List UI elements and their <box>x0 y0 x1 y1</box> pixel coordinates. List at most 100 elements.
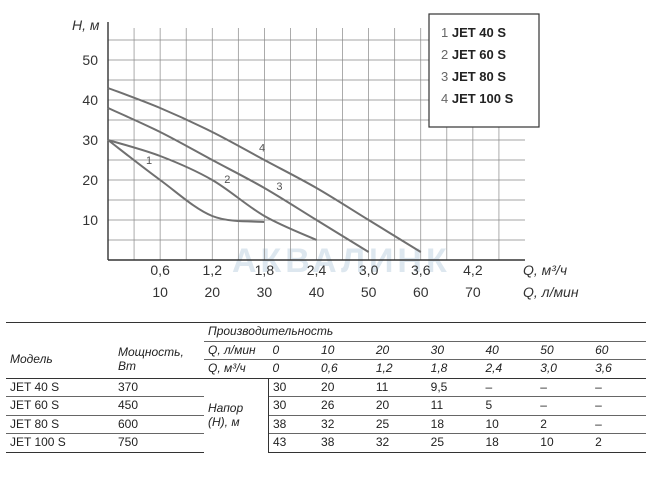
legend-number: 1 <box>441 25 452 40</box>
value-cell: 10 <box>536 433 592 453</box>
x-tick-labels: 0,6 10 1,2 20 1,8 30 2,4 40 3,0 50 3,6 60 4,2 70 <box>150 262 482 300</box>
table-row: JET 40 S 370 Напор (Н), м 30 20 11 9,5 –… <box>6 377 646 452</box>
x-tick-label: 2,4 <box>307 262 327 278</box>
table-header-row-1: Производительность <box>6 322 646 341</box>
legend-entry: 4 JET 100 S <box>441 91 514 106</box>
model-cell: JET 60 S <box>6 396 114 415</box>
x-tick-label-2: 70 <box>465 284 481 300</box>
q-lmin-cell: 10 <box>317 340 372 360</box>
legend-label: JET 60 S <box>452 47 507 62</box>
legend-number: 3 <box>441 69 452 84</box>
legend-number: 4 <box>441 91 452 106</box>
value-cell: – <box>591 396 646 415</box>
col-power: Мощность, Вт <box>118 345 184 374</box>
q-m3h-cell: 1,2 <box>371 359 427 378</box>
value-cell: 9,5 <box>426 377 482 397</box>
y-tick-label: 40 <box>82 92 98 108</box>
chart-curves: 1 2 3 4 <box>107 87 422 253</box>
value-cell: 18 <box>426 414 482 434</box>
x-tick-label: 3,6 <box>411 262 431 278</box>
value-cell: 43 <box>268 433 318 453</box>
watermark: АКВАЛИНК <box>232 242 451 280</box>
q-m3h-cell: 3,6 <box>591 359 646 378</box>
curve-label-2: 2 <box>224 174 230 186</box>
x-axis-label: Q, м³/ч <box>523 262 567 278</box>
legend-label: JET 80 S <box>452 69 507 84</box>
table-row: JET 100 S 750 43 38 32 25 18 10 2 <box>6 433 646 453</box>
x-tick-label-2: 30 <box>257 284 273 300</box>
y-axis-label: H, м <box>72 17 100 33</box>
value-cell: 38 <box>268 414 318 434</box>
x-tick-label-2: 10 <box>152 284 168 300</box>
model-cell: JET 100 S <box>6 433 114 453</box>
q-lmin-cell: 20 <box>371 340 427 360</box>
legend-number: 2 <box>441 47 452 62</box>
col-model: Модель <box>10 351 53 366</box>
value-cell: 2 <box>536 414 592 434</box>
curve-label-3: 3 <box>276 181 282 193</box>
x-tick-label: 0,6 <box>150 262 170 278</box>
power-cell: 600 <box>114 414 204 434</box>
legend-entry: 1 JET 40 S <box>441 25 506 40</box>
q-m3h-cell: 3,0 <box>536 359 592 378</box>
value-cell: 32 <box>317 414 372 434</box>
x-tick-label: 3,0 <box>359 262 379 278</box>
q-lmin-label: Q, л/мин <box>204 340 269 360</box>
legend-entry: 3 JET 80 S <box>441 69 506 84</box>
value-cell: 18 <box>481 433 537 453</box>
legend-label: JET 100 S <box>452 91 514 106</box>
power-cell: 750 <box>114 433 204 453</box>
curve-label-1: 1 <box>146 155 152 167</box>
x-axis-label-2: Q, л/мин <box>523 284 579 300</box>
value-cell: – <box>591 377 646 397</box>
table-header-row-3: Q, м³/ч 0 0,6 1,2 1,8 2,4 3,0 3,6 <box>6 359 646 378</box>
power-cell: 450 <box>114 396 204 415</box>
value-cell: 20 <box>371 396 427 415</box>
power-cell: 370 <box>114 377 204 397</box>
curve-4 <box>107 87 422 253</box>
y-tick-label: 20 <box>82 172 98 188</box>
q-lmin-cell: 40 <box>481 340 537 360</box>
q-m3h-cell: 1,8 <box>426 359 482 378</box>
x-tick-label-2: 20 <box>204 284 220 300</box>
q-m3h-cell: 0,6 <box>317 359 372 378</box>
x-tick-label: 1,2 <box>203 262 223 278</box>
table-header-row-2: Модель Мощность, Вт Q, л/мин 0 10 20 30 … <box>6 340 646 373</box>
value-cell: 30 <box>268 396 318 415</box>
chart-legend: 1 JET 40 S2 JET 60 S3 JET 80 S4 JET 100 … <box>428 13 540 128</box>
q-lmin-cell: 30 <box>426 340 482 360</box>
q-m3h-label: Q, м³/ч <box>204 359 269 378</box>
legend-box <box>428 13 540 128</box>
value-cell: 5 <box>481 396 537 415</box>
model-cell: JET 40 S <box>6 377 114 397</box>
value-cell: 11 <box>371 377 427 397</box>
table-row: JET 80 S 600 38 32 25 18 10 2 – <box>6 414 646 434</box>
q-m3h-cell: 0 <box>268 359 318 378</box>
value-cell: – <box>536 377 592 397</box>
table-row: JET 60 S 450 30 26 20 11 5 – – <box>6 396 646 415</box>
curve-label-4: 4 <box>259 143 265 155</box>
curve-2 <box>107 139 317 241</box>
legend-entry: 2 JET 60 S <box>441 47 506 62</box>
value-cell: 30 <box>268 377 318 397</box>
value-cell: 38 <box>317 433 372 453</box>
value-cell: 26 <box>317 396 372 415</box>
model-cell: JET 80 S <box>6 414 114 434</box>
value-cell: 32 <box>371 433 427 453</box>
value-cell: – <box>481 377 537 397</box>
y-tick-label: 30 <box>82 132 98 148</box>
value-cell: 11 <box>426 396 482 415</box>
x-tick-label: 4,2 <box>463 262 483 278</box>
curve-1 <box>107 139 265 223</box>
x-tick-label: 1,8 <box>255 262 275 278</box>
value-cell: 25 <box>371 414 427 434</box>
y-tick-label: 10 <box>82 212 98 228</box>
curve-3 <box>107 107 370 253</box>
value-cell: 20 <box>317 377 372 397</box>
x-tick-label-2: 40 <box>309 284 325 300</box>
value-cell: 2 <box>591 433 646 453</box>
value-cell: – <box>591 414 646 434</box>
performance-table: Производительность Модель Мощность, Вт Q… <box>6 322 646 453</box>
group-header: Производительность <box>204 322 646 341</box>
